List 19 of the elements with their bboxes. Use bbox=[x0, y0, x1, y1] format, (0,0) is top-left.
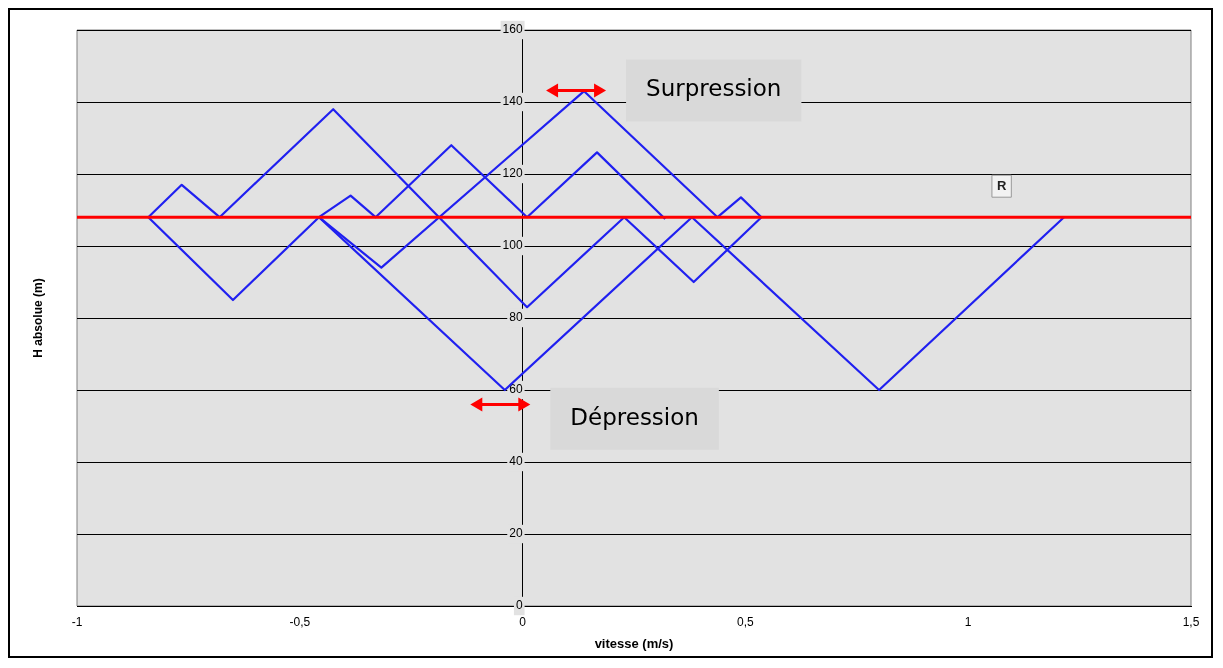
x-tick-label: -1 bbox=[71, 614, 83, 629]
y-axis-title: H absolue (m) bbox=[31, 278, 46, 358]
y-tick-label: 0 bbox=[515, 598, 523, 613]
x-tick-label: 1 bbox=[964, 614, 972, 629]
x-tick-label: -0,5 bbox=[289, 614, 311, 629]
y-tick-label: 120 bbox=[502, 166, 523, 181]
x-tick-label: 1,5 bbox=[1182, 614, 1200, 629]
y-tick-label: 60 bbox=[509, 382, 523, 397]
annotation: Surpression bbox=[646, 75, 782, 102]
annotation: Dépression bbox=[570, 403, 699, 430]
x-axis-title: vitesse (m/s) bbox=[594, 635, 674, 651]
y-tick-label: 40 bbox=[509, 454, 523, 469]
x-tick-label: 0,5 bbox=[737, 614, 755, 629]
ref-line-label: R bbox=[996, 177, 1007, 193]
y-tick-label: 140 bbox=[502, 94, 523, 109]
y-tick-label: 160 bbox=[502, 22, 523, 37]
y-tick-label: 20 bbox=[509, 526, 523, 541]
y-tick-label: 100 bbox=[502, 238, 523, 253]
y-tick-label: 80 bbox=[509, 310, 523, 325]
